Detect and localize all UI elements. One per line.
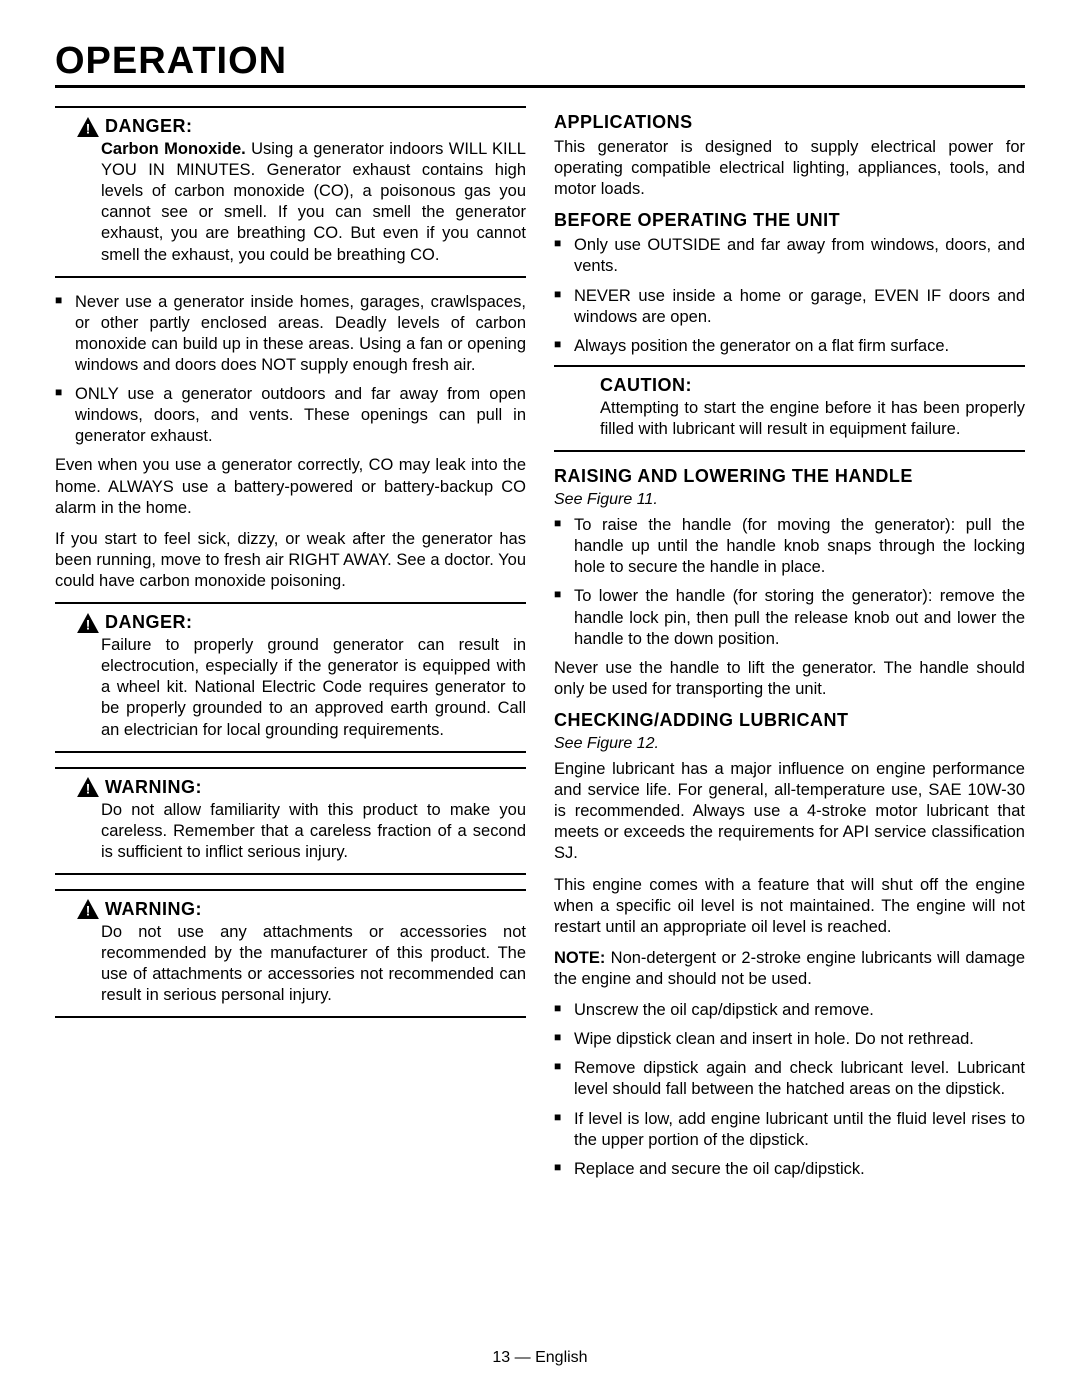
warning-icon: !: [77, 777, 99, 797]
applications-text: This generator is designed to supply ele…: [554, 137, 1025, 200]
list-item: Replace and secure the oil cap/dipstick.: [554, 1159, 1025, 1180]
svg-text:!: !: [86, 121, 91, 136]
caution-box: CAUTION: Attempting to start the engine …: [554, 365, 1025, 452]
list-item: ONLY use a generator outdoors and far aw…: [55, 384, 526, 447]
warning-1-text: Do not allow familiarity with this produ…: [55, 800, 526, 863]
danger-1-text: Carbon Monoxide. Using a generator indoo…: [55, 139, 526, 266]
handle-figure-ref: See Figure 11.: [554, 491, 1025, 509]
page-footer: 13 — English: [0, 1349, 1080, 1367]
applications-heading: APPLICATIONS: [554, 112, 1025, 133]
lubricant-paragraph-2: This engine comes with a feature that wi…: [554, 875, 1025, 938]
warning-box-2: ! WARNING: Do not use any attachments or…: [55, 889, 526, 1018]
co-bullets: Never use a generator inside homes, gara…: [55, 292, 526, 448]
warning-icon: !: [77, 899, 99, 919]
warning-label: WARNING:: [105, 899, 202, 920]
danger-box-1: ! DANGER: Carbon Monoxide. Using a gener…: [55, 106, 526, 278]
warning-label: WARNING:: [105, 777, 202, 798]
list-item: Wipe dipstick clean and insert in hole. …: [554, 1029, 1025, 1050]
lubricant-figure-ref: See Figure 12.: [554, 735, 1025, 753]
svg-text:!: !: [86, 617, 91, 632]
before-operating-heading: BEFORE OPERATING THE UNIT: [554, 210, 1025, 231]
lubricant-paragraph-1: Engine lubricant has a major influence o…: [554, 759, 1025, 865]
right-column: APPLICATIONS This generator is designed …: [554, 106, 1025, 1188]
list-item: Only use OUTSIDE and far away from windo…: [554, 235, 1025, 277]
list-item: NEVER use inside a home or garage, EVEN …: [554, 286, 1025, 328]
list-item: Remove dipstick again and check lubrican…: [554, 1058, 1025, 1100]
handle-paragraph: Never use the handle to lift the generat…: [554, 658, 1025, 700]
content-columns: ! DANGER: Carbon Monoxide. Using a gener…: [55, 106, 1025, 1188]
warning-box-1: ! WARNING: Do not allow familiarity with…: [55, 767, 526, 875]
handle-bullets: To raise the handle (for moving the gene…: [554, 515, 1025, 650]
lubricant-heading: CHECKING/ADDING LUBRICANT: [554, 710, 1025, 731]
danger-2-text: Failure to properly ground generator can…: [55, 635, 526, 741]
list-item: Always position the generator on a flat …: [554, 336, 1025, 357]
handle-heading: RAISING AND LOWERING THE HANDLE: [554, 466, 1025, 487]
left-column: ! DANGER: Carbon Monoxide. Using a gener…: [55, 106, 526, 1188]
caution-text: Attempting to start the engine before it…: [554, 398, 1025, 440]
warning-icon: !: [77, 117, 99, 137]
caution-label: CAUTION:: [600, 375, 692, 396]
svg-text:!: !: [86, 781, 91, 796]
danger-box-2: ! DANGER: Failure to properly ground gen…: [55, 602, 526, 753]
list-item: If level is low, add engine lubricant un…: [554, 1109, 1025, 1151]
warning-icon: !: [77, 613, 99, 633]
before-operating-bullets: Only use OUTSIDE and far away from windo…: [554, 235, 1025, 357]
list-item: Unscrew the oil cap/dipstick and remove.: [554, 1000, 1025, 1021]
page-title: OPERATION: [55, 40, 1025, 88]
list-item: To lower the handle (for storing the gen…: [554, 586, 1025, 649]
warning-2-text: Do not use any attachments or accessorie…: [55, 922, 526, 1006]
svg-text:!: !: [86, 904, 91, 919]
danger-label: DANGER:: [105, 116, 193, 137]
list-item: To raise the handle (for moving the gene…: [554, 515, 1025, 578]
co-paragraph-1: Even when you use a generator correctly,…: [55, 455, 526, 518]
co-paragraph-2: If you start to feel sick, dizzy, or wea…: [55, 529, 526, 592]
list-item: Never use a generator inside homes, gara…: [55, 292, 526, 376]
lubricant-bullets: Unscrew the oil cap/dipstick and remove.…: [554, 1000, 1025, 1180]
lubricant-note: NOTE: Non-detergent or 2-stroke engine l…: [554, 948, 1025, 990]
danger-label: DANGER:: [105, 612, 193, 633]
